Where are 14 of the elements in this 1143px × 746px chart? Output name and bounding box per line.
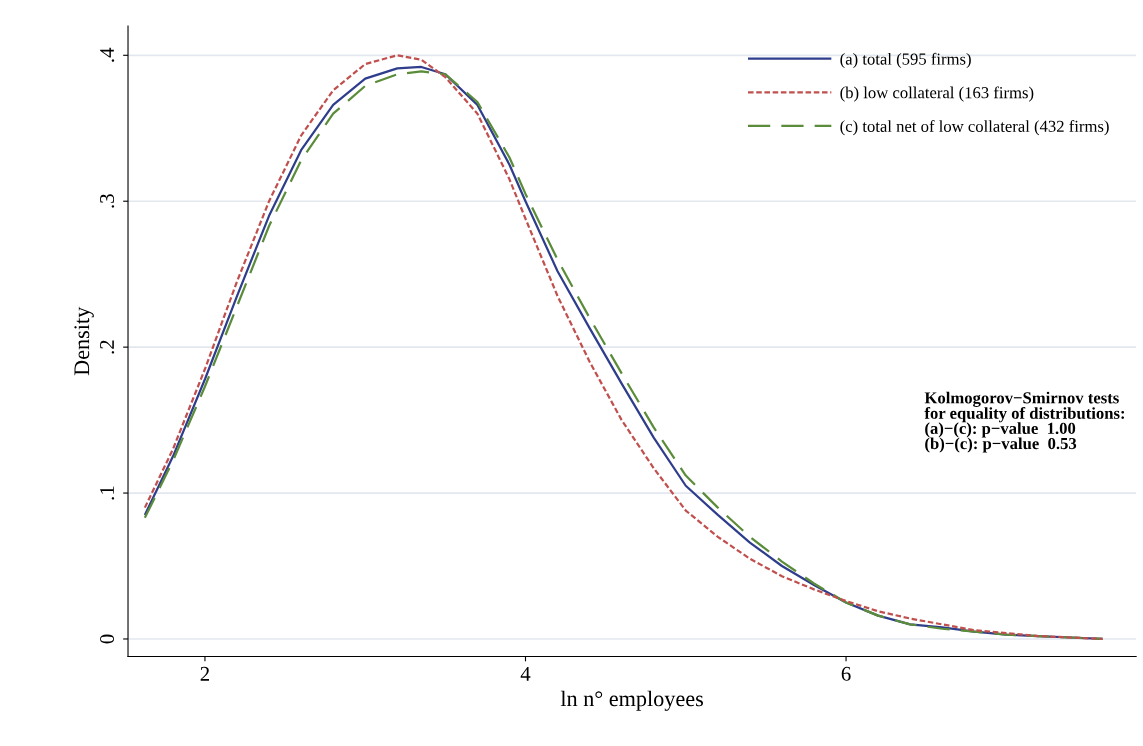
x-tick-label: 6 (841, 666, 851, 681)
y-tick-label: .2 (100, 340, 115, 354)
legend-label: (c) total net of low collateral (432 firms) (840, 120, 1109, 136)
x-tick-label: 2 (200, 666, 210, 681)
y-axis-title: Density (74, 306, 94, 376)
y-tick-label: .3 (100, 194, 115, 208)
legend-label: (a) total (595 firms) (840, 52, 971, 69)
y-tick-label: .1 (100, 486, 115, 500)
y-tick-label: 0 (100, 634, 115, 644)
annotation: Kolmogorov−Smirnov tests for equality of distributions: (a)−(c): p−value 1.00 (b)−(c): p−value 0.53 (924, 391, 1125, 453)
x-tick-label: 4 (520, 666, 531, 681)
x-axis-title: ln n° employees (560, 690, 703, 711)
legend-label: (b) low collateral (163 firms) (840, 86, 1034, 102)
y-tick-label: .4 (100, 47, 115, 62)
